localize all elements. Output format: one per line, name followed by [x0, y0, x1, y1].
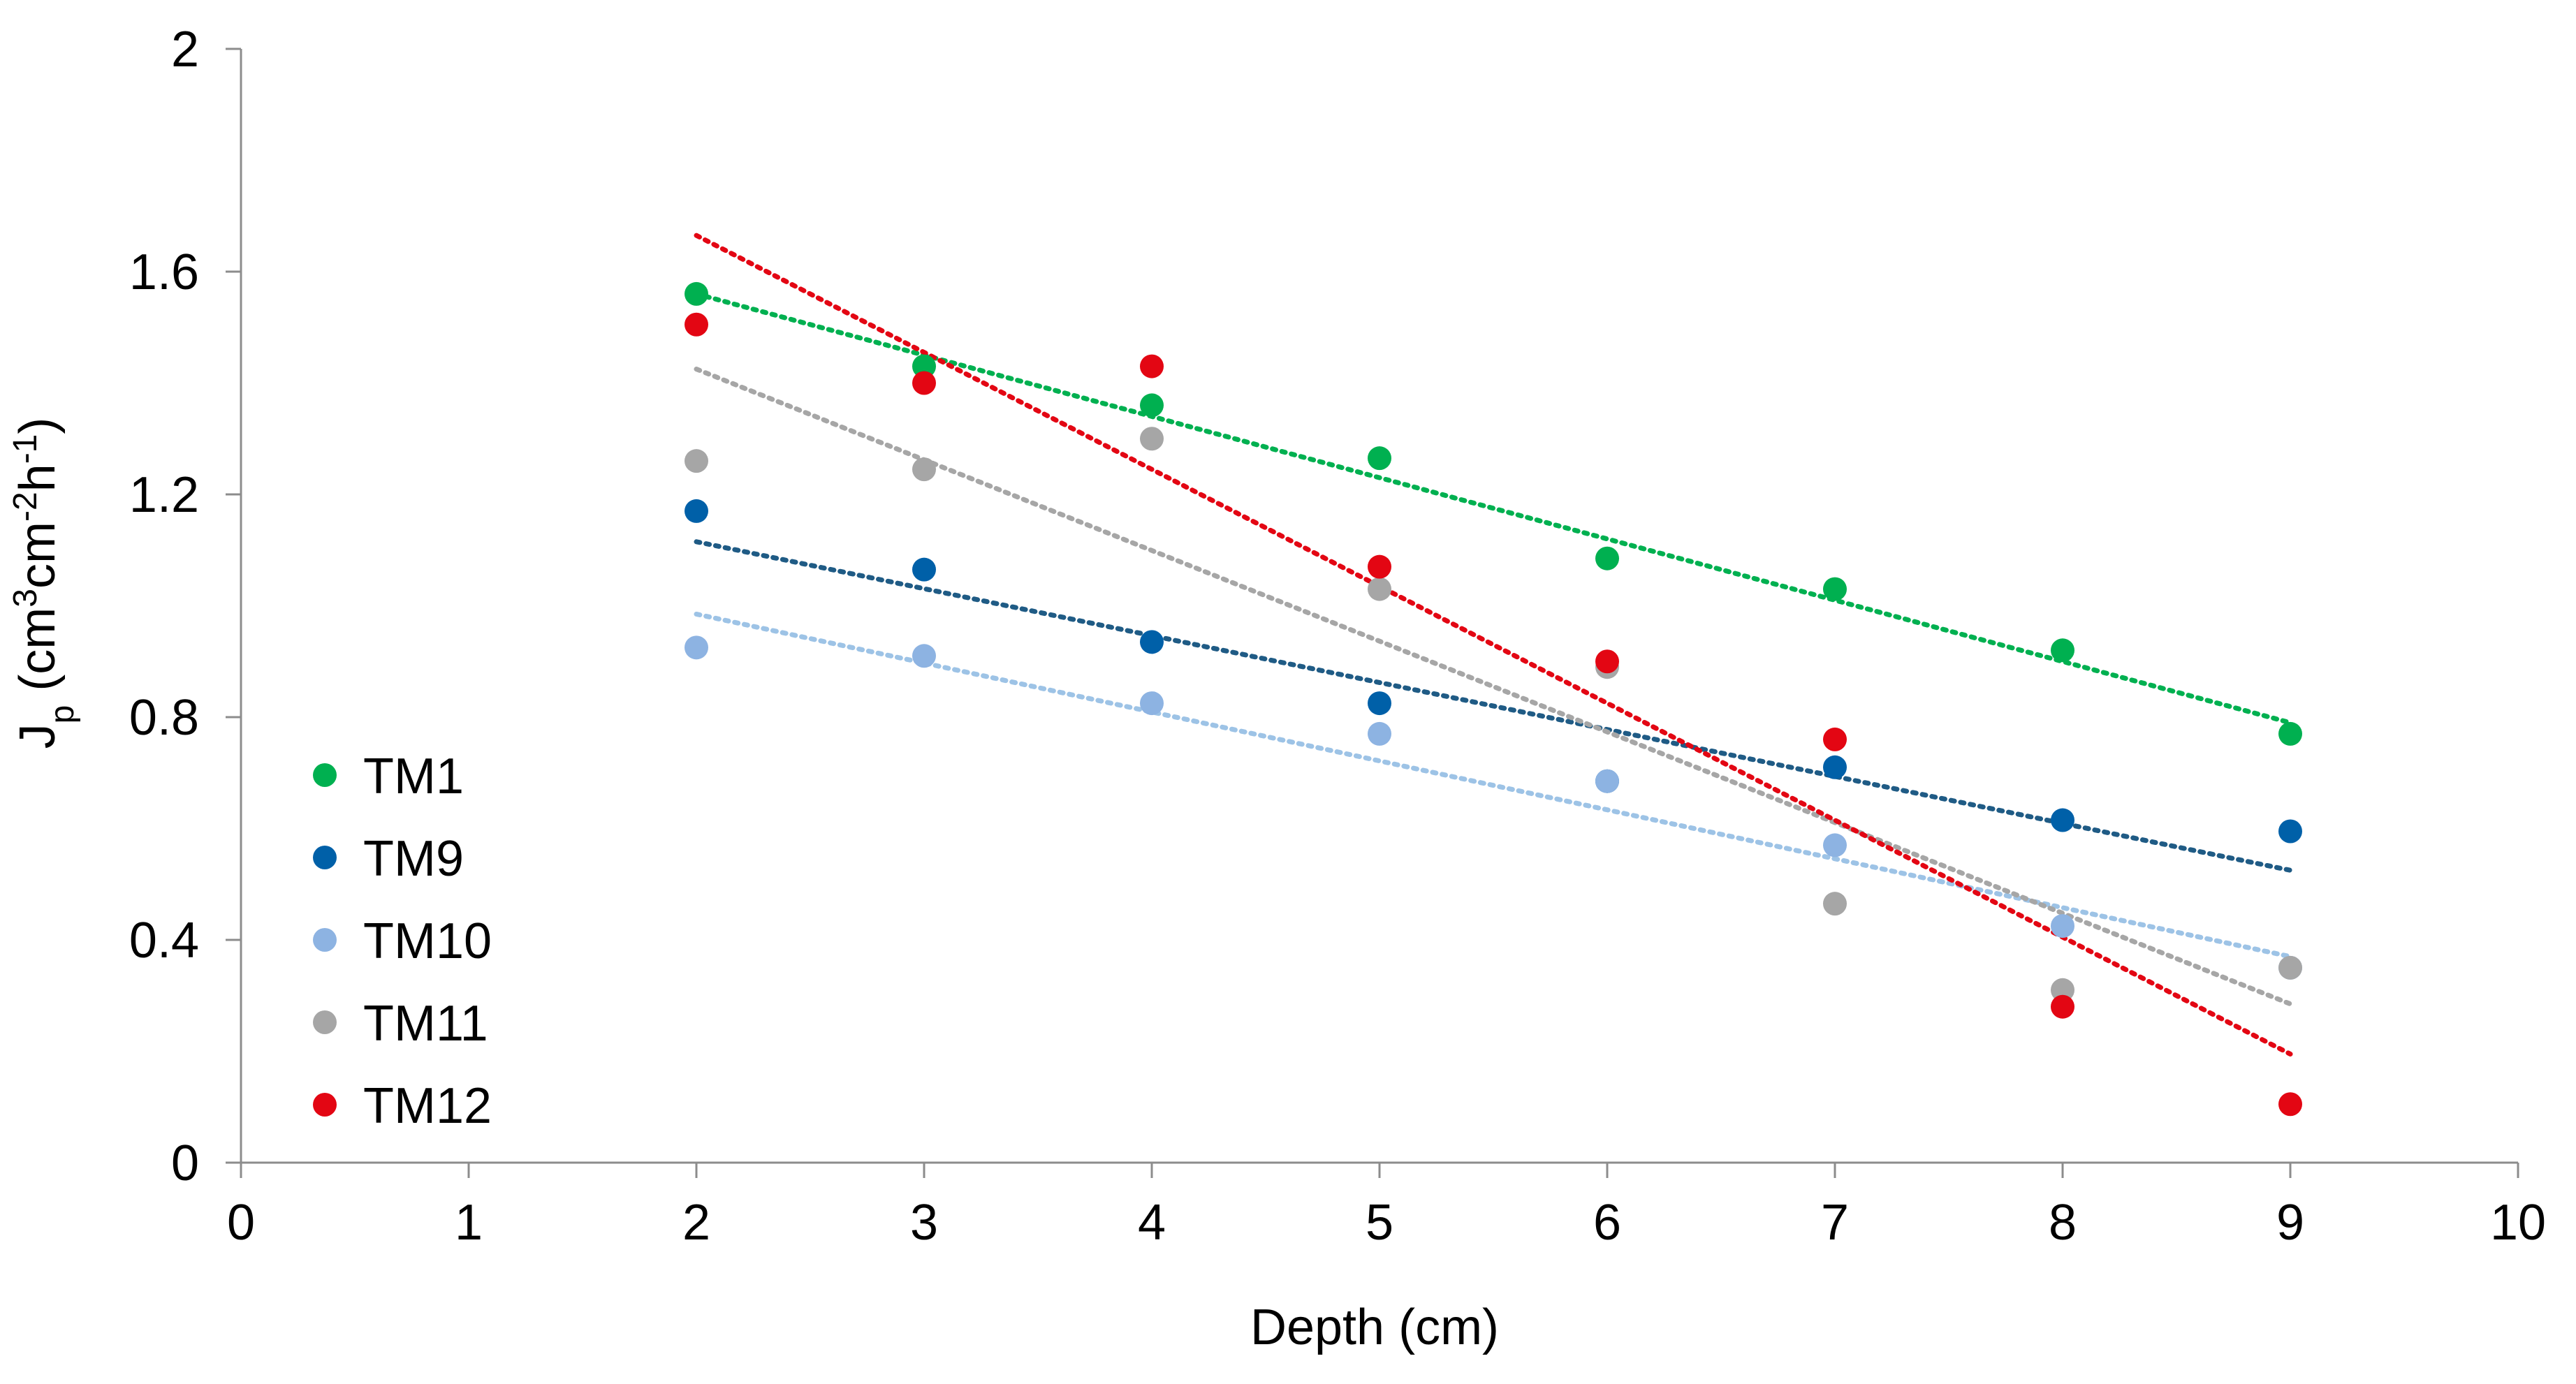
- point-tm12-x9: [2278, 1092, 2302, 1117]
- point-tm12-x6: [1595, 649, 1619, 674]
- x-tick-label-0: 0: [227, 1195, 255, 1251]
- point-tm10-x3: [912, 644, 936, 668]
- y-tick-label-0.8: 0.8: [129, 690, 199, 746]
- y-axis-title-sup-1: 3: [7, 589, 44, 608]
- y-axis-title-sup-2: -2: [7, 492, 44, 522]
- point-tm1-x6: [1595, 546, 1619, 570]
- y-tick-label-1.2: 1.2: [129, 467, 199, 523]
- y-tick-label-0: 0: [171, 1135, 199, 1191]
- point-tm9-x8: [2051, 808, 2074, 832]
- point-tm9-x4: [1140, 630, 1164, 654]
- y-axis-title-unit-mid-2: h: [10, 464, 66, 492]
- series-tm1: [685, 281, 2302, 746]
- point-tm1-x2: [685, 281, 708, 306]
- point-tm11-x2: [685, 449, 708, 473]
- point-tm9-x9: [2278, 819, 2302, 844]
- point-tm11-x7: [1823, 892, 1847, 916]
- legend: TM1 TM9 TM10 TM11 TM12: [313, 749, 492, 1134]
- point-tm11-x4: [1140, 427, 1164, 451]
- series-tm12: [685, 312, 2302, 1117]
- x-tick-label-6: 6: [1593, 1195, 1621, 1251]
- x-tick-label-10: 10: [2490, 1195, 2546, 1251]
- point-tm9-x3: [912, 557, 936, 582]
- y-axis-title-unit-close: ): [10, 418, 66, 434]
- legend-label-tm11: TM11: [363, 996, 488, 1052]
- point-tm10-x6: [1595, 769, 1619, 793]
- point-tm11-x3: [912, 457, 936, 482]
- point-tm9-x2: [685, 499, 708, 523]
- series-tm11: [685, 427, 2302, 1002]
- y-axis-title-unit-mid-1: cm: [10, 522, 66, 589]
- y-axis-title-sub: p: [44, 705, 81, 724]
- point-tm1-x8: [2051, 638, 2074, 663]
- x-tick-label-9: 9: [2276, 1195, 2304, 1251]
- y-tick-label-1.6: 1.6: [129, 244, 199, 300]
- trendline-tm10: [694, 611, 2293, 959]
- point-tm10-x5: [1368, 721, 1391, 746]
- point-tm1-x3: [912, 354, 936, 378]
- point-tm12-x3: [912, 371, 936, 395]
- x-axis-title: Depth (cm): [1250, 1300, 1499, 1355]
- trendline-tm1: [694, 291, 2293, 726]
- point-tm12-x2: [685, 312, 708, 337]
- x-tick-label-4: 4: [1138, 1195, 1166, 1251]
- x-tick-label-7: 7: [1821, 1195, 1849, 1251]
- series-tm10: [685, 635, 2302, 980]
- legend-marker-tm9: [313, 846, 337, 869]
- x-tick-label-8: 8: [2049, 1195, 2077, 1251]
- point-tm11-x9: [2278, 955, 2302, 980]
- point-tm9-x5: [1368, 691, 1391, 716]
- point-tm10-x7: [1823, 833, 1847, 857]
- trendline-tm9: [694, 539, 2293, 873]
- point-tm10-x8: [2051, 914, 2074, 938]
- legend-label-tm12: TM12: [363, 1078, 492, 1134]
- point-tm1-x7: [1823, 577, 1847, 601]
- point-tm10-x2: [685, 635, 708, 660]
- x-tick-label-1: 1: [455, 1195, 483, 1251]
- y-axis-title-unit-open: (cm: [10, 608, 66, 705]
- point-tm11-x8: [2051, 978, 2074, 1002]
- x-tick-label-3: 3: [910, 1195, 938, 1251]
- point-tm10-x4: [1140, 691, 1164, 716]
- point-tm11-x5: [1368, 577, 1391, 601]
- x-tick-label-2: 2: [682, 1195, 710, 1251]
- data-points: [685, 281, 2302, 1117]
- legend-label-tm10: TM10: [363, 913, 492, 969]
- legend-marker-tm12: [313, 1093, 337, 1117]
- legend-label-tm9: TM9: [363, 831, 464, 887]
- trendline-tm12: [694, 233, 2293, 1057]
- point-tm12-x5: [1368, 554, 1391, 579]
- series-tm9: [685, 499, 2302, 844]
- y-tick-label-0.4: 0.4: [129, 913, 199, 969]
- point-tm1-x5: [1368, 446, 1391, 471]
- point-tm1-x9: [2278, 721, 2302, 746]
- legend-marker-tm1: [313, 763, 337, 787]
- y-axis-title: Jp (cm3cm-2h-1): [7, 418, 81, 749]
- point-tm12-x8: [2051, 994, 2074, 1019]
- trendline-tm11: [694, 367, 2293, 1007]
- y-axis-title-sup-3: -1: [7, 434, 44, 464]
- legend-label-tm1: TM1: [363, 749, 464, 804]
- x-tick-label-5: 5: [1366, 1195, 1393, 1251]
- trendline-layer: [694, 233, 2293, 1057]
- point-tm12-x7: [1823, 727, 1847, 751]
- point-tm9-x7: [1823, 755, 1847, 779]
- legend-marker-tm11: [313, 1010, 337, 1034]
- y-tick-label-2: 2: [171, 22, 199, 78]
- point-tm12-x4: [1140, 354, 1164, 378]
- point-tm1-x4: [1140, 393, 1164, 418]
- legend-marker-tm10: [313, 928, 337, 952]
- tick-layer: 0 1 2 3 4 5 6 7 8 9 10 0 0.4 0.8 1.2 1.6 2: [129, 22, 2546, 1251]
- y-axis-title-main: J: [10, 723, 66, 749]
